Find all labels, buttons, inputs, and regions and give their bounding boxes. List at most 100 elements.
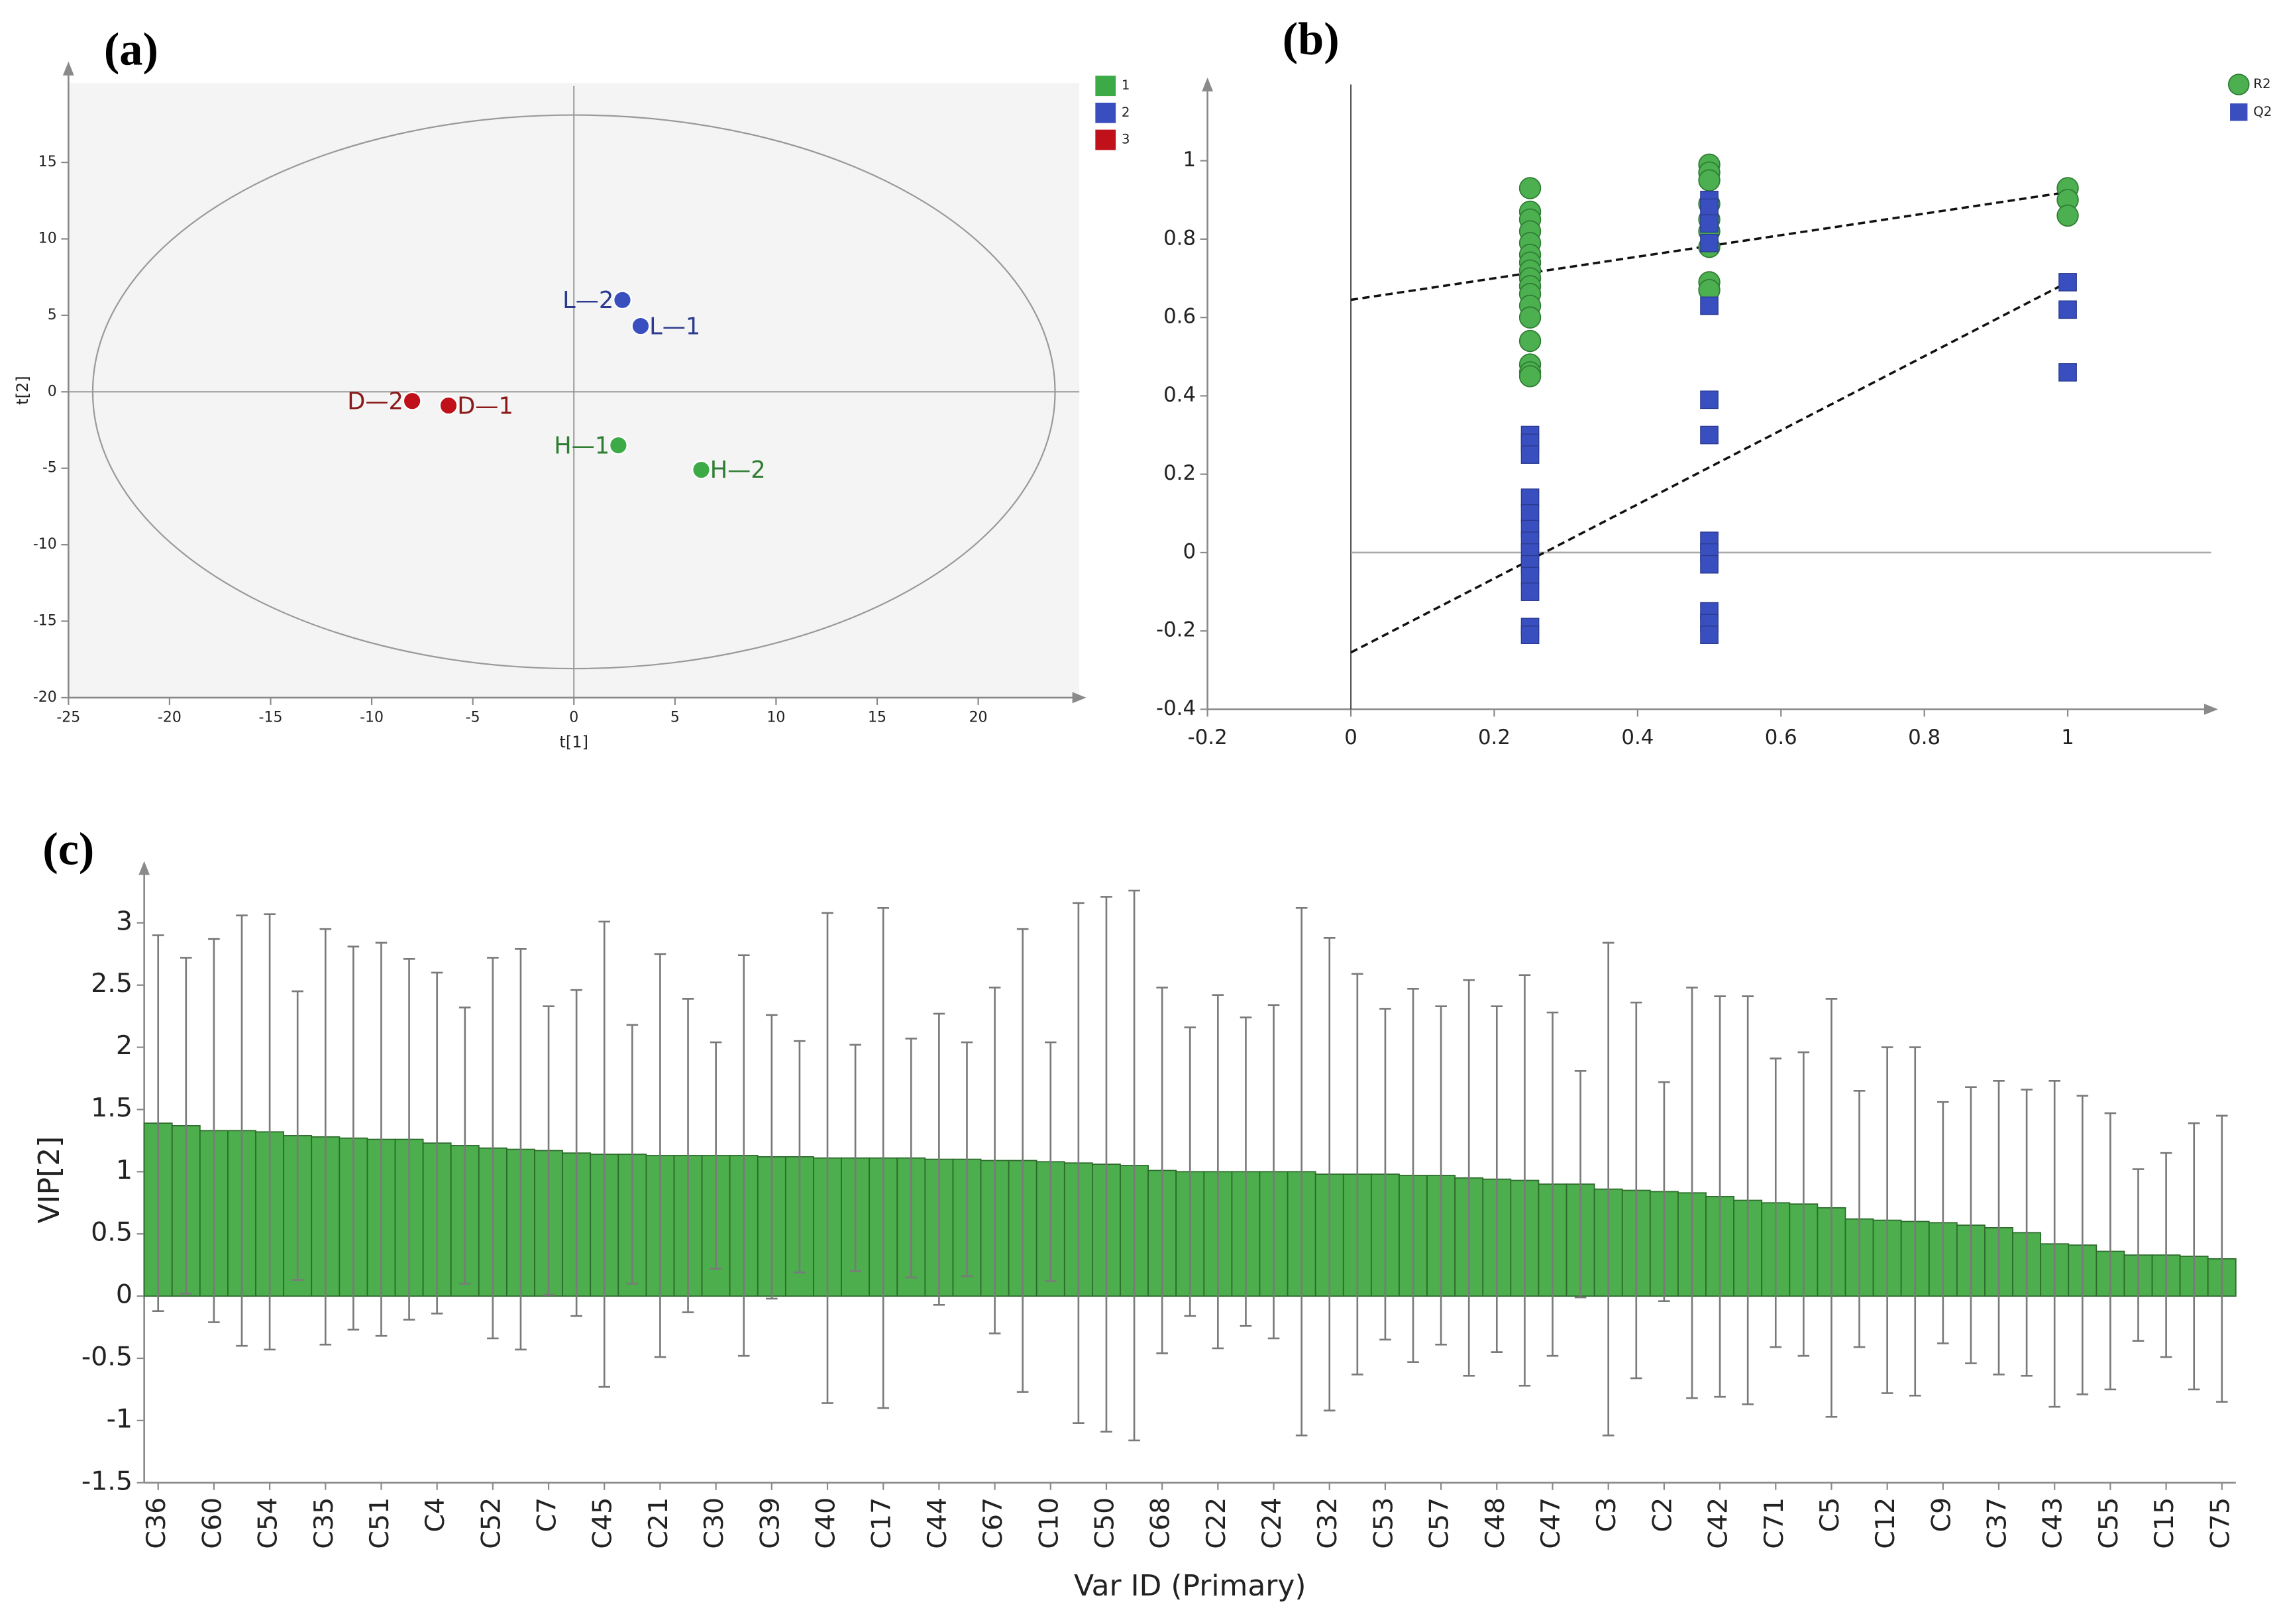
error-bar [543,1005,555,1296]
x-tick-label: -15 [259,710,283,726]
error-bar [2160,1152,2172,1358]
error-bar [1212,994,1224,1350]
error-bar [403,957,415,1321]
panel-1: (b) -0.4 -0.2 0 0.2 0.4 0.6 0.8 1 -0.2 0 0.2 0.4 0.6 0… [1156,13,2272,749]
x-tick-label: -25 [56,710,80,726]
error-bar [2188,1122,2200,1391]
x-tick-label: C35 [309,1497,339,1549]
error-bar [849,1044,861,1272]
y-tick-label: -1.5 [81,1466,133,1496]
error-bar [905,1038,918,1279]
error-bar [236,914,248,1347]
panel-label: (a) [104,23,158,75]
point [692,460,711,480]
panel-0: (a) -20 -15 -10 -5 0 5 10 15 -25 -20 -15 -10 -5 0 5 10 15… [13,23,1130,751]
error-bar [1686,987,1698,1399]
x-tick-label: C75 [2205,1497,2235,1549]
error-bar [1742,995,1754,1405]
x-tick-label: C45 [588,1497,618,1549]
error-bar [1463,979,1475,1377]
y-tick-label: -0.2 [1156,618,1196,642]
error-bar [1797,1051,1810,1357]
x-tick-label: C52 [476,1497,506,1549]
error-bar [1267,1004,1280,1340]
x-tick-label: C30 [699,1497,729,1549]
error-bar [347,946,360,1331]
panel-2: (c) -1.5 -1 -0.5 0 0.5 1 1.5 2 2.5 3 Var ID (Primar… [32,823,2237,1603]
error-bar [375,942,388,1337]
error-bar [1825,998,1838,1418]
legend-label: 2 [1122,105,1130,120]
error-bar [1993,1079,2005,1376]
error-bar [152,934,164,1312]
error-bar [2021,1089,2033,1377]
y-tick-label: -1 [107,1403,133,1434]
x-tick-label: -0.2 [1188,726,1228,749]
error-bar [2048,1079,2061,1408]
error-bar [2104,1112,2117,1391]
error-bar [1379,1008,1391,1341]
error-bar [458,1006,471,1285]
point [1520,504,1540,523]
point [1518,365,1542,388]
error-bar [766,1014,778,1300]
y-tick-label: 0.8 [1163,226,1196,250]
x-tick-label: 0 [569,710,578,726]
error-bar [292,990,303,1281]
legend-label: 3 [1122,132,1130,147]
point [2056,204,2079,227]
point [631,316,651,336]
point [1700,233,1719,252]
error-bar [1016,928,1029,1393]
error-bar [1965,1086,1977,1364]
error-bar [180,957,192,1295]
error-bar [682,998,694,1313]
x-tick-label: C71 [1759,1497,1789,1549]
error-bar [1853,1090,1866,1348]
error-bar [988,987,1001,1334]
error-bar [654,953,666,1358]
y-tick-label: -15 [33,613,57,629]
point-label: H—1 [554,432,610,459]
error-bar [1295,906,1308,1436]
y-tick-label: -0.5 [81,1342,133,1372]
error-bar [1574,1069,1587,1299]
error-bar [1323,937,1336,1412]
point-label: D—2 [347,388,403,415]
x-tick-label: -10 [360,710,384,726]
x-tick-label: C44 [922,1497,953,1549]
error-bar [319,928,332,1346]
error-bar [1435,1005,1447,1346]
error-bar [1602,942,1615,1436]
error-bar [1156,987,1168,1354]
error-bar [1658,1081,1670,1302]
error-bar [1128,889,1140,1442]
x-tick-label: 0.6 [1765,726,1797,749]
error-bar [1518,974,1531,1387]
x-tick-label: C36 [141,1497,172,1549]
trend-line [1350,281,2068,654]
error-bar [1881,1046,1893,1394]
x-axis-label: Var ID (Primary) [1074,1569,1306,1603]
y-tick-label: 0.2 [1163,461,1196,485]
point [1518,306,1542,329]
x-axis-label: t[1] [559,733,588,751]
y-tick-label: 0 [48,383,57,400]
legend-label: R2 [2253,76,2270,91]
point [2058,273,2077,292]
error-bar [822,912,833,1404]
x-tick-label: 0.2 [1478,726,1511,749]
y-tick-label: 1 [1183,148,1196,172]
x-tick-label: C50 [1089,1497,1120,1549]
error-bar [1546,1011,1559,1357]
x-tick-label: C32 [1312,1497,1343,1549]
y-tick-label: -0.4 [1156,696,1196,720]
x-tick-label: 0.4 [1621,726,1654,749]
point [1518,329,1542,352]
x-tick-label: C9 [1926,1497,1956,1533]
y-axis-label: t[2] [13,376,32,405]
error-bar [1073,902,1085,1424]
error-bar [598,920,611,1388]
